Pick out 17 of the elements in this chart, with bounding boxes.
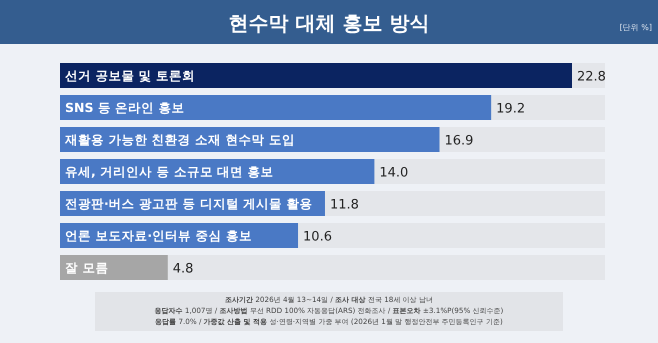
chart-title: 현수막 대체 홍보 방식 — [228, 11, 430, 35]
y-tick-label: 잘 모름 — [65, 260, 108, 275]
y-tick-label: 선거 공보물 및 토론회 — [65, 68, 196, 83]
y-tick-label: 언론 보도자료·인터뷰 중심 홍보 — [65, 228, 252, 243]
data-label: 22.8 — [577, 70, 606, 84]
data-label: 19.2 — [496, 102, 526, 116]
data-label: 14.0 — [379, 166, 408, 180]
bar — [60, 255, 168, 280]
data-label: 16.9 — [444, 134, 474, 148]
data-label: 10.6 — [303, 230, 332, 244]
y-tick-label: 유세, 거리인사 등 소규모 대면 홍보 — [65, 164, 274, 179]
y-tick-label: SNS 등 온라인 홍보 — [65, 100, 185, 115]
data-label: 4.8 — [172, 262, 194, 276]
y-tick-label: 재활용 가능한 친환경 소재 현수막 도입 — [64, 132, 295, 147]
y-tick-label: 전광판·버스 광고판 등 디지털 게시물 활용 — [65, 196, 313, 211]
text: [단위 %] — [620, 23, 652, 32]
data-label: 11.8 — [330, 198, 359, 212]
